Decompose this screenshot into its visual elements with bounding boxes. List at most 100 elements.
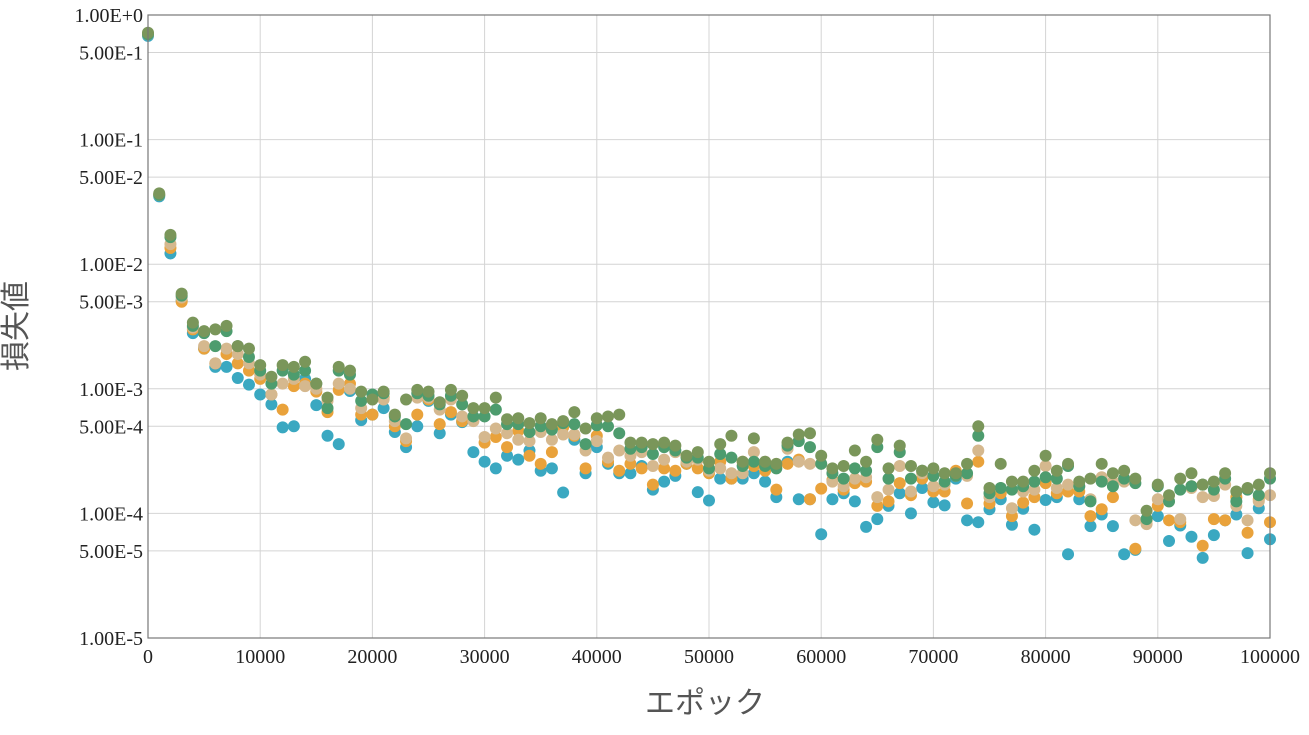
scatter-point <box>343 382 356 395</box>
scatter-point <box>893 477 906 490</box>
y-tick-label: 5.00E-2 <box>79 167 143 189</box>
scatter-point <box>1196 539 1209 552</box>
scatter-point <box>411 408 424 421</box>
scatter-point <box>332 377 345 390</box>
scatter-point <box>826 493 839 506</box>
scatter-point <box>1095 457 1108 470</box>
scatter-point <box>231 372 244 385</box>
scatter-point <box>803 441 816 454</box>
scatter-point <box>792 428 805 441</box>
scatter-point <box>478 431 491 444</box>
scatter-point <box>1163 514 1176 527</box>
scatter-point <box>1039 449 1052 462</box>
scatter-point <box>231 357 244 370</box>
scatter-point <box>938 467 951 480</box>
scatter-point <box>1106 520 1119 533</box>
scatter-point <box>1106 467 1119 480</box>
scatter-point <box>602 420 615 433</box>
scatter-point <box>613 464 626 477</box>
scatter-point <box>1241 514 1254 527</box>
scatter-point <box>1062 457 1075 470</box>
scatter-point <box>568 428 581 441</box>
scatter-point <box>938 499 951 512</box>
scatter-point <box>803 427 816 440</box>
scatter-point <box>1252 489 1265 502</box>
scatter-point <box>848 495 861 508</box>
scatter-point <box>568 406 581 419</box>
scatter-point <box>747 455 760 468</box>
scatter-point <box>781 457 794 470</box>
scatter-point <box>545 462 558 475</box>
x-tick-label: 50000 <box>684 646 734 668</box>
scatter-point <box>1185 467 1198 480</box>
scatter-point <box>1230 495 1243 508</box>
scatter-point <box>287 360 300 373</box>
scatter-point <box>916 481 929 494</box>
scatter-point <box>613 444 626 457</box>
grid-lines <box>147 14 1271 639</box>
scatter-point <box>456 410 469 423</box>
scatter-point <box>1084 495 1097 508</box>
scatter-point <box>590 412 603 425</box>
scatter-point <box>815 482 828 495</box>
scatter-point <box>747 432 760 445</box>
y-tick-label: 1.00E-3 <box>79 379 143 401</box>
scatter-point <box>557 428 570 441</box>
scatter-point <box>927 462 940 475</box>
scatter-point <box>299 364 312 377</box>
scatter-point <box>893 487 906 500</box>
scatter-point <box>456 398 469 411</box>
scatter-point <box>1050 481 1063 494</box>
scatter-point <box>792 493 805 506</box>
scatter-point <box>310 399 323 412</box>
scatter-point <box>265 398 278 411</box>
scatter-point <box>927 480 940 493</box>
x-axis-ticks: 0 10000 20000 30000 40000 50000 60000 70000 8000… <box>143 646 1300 668</box>
scatter-point <box>1151 478 1164 491</box>
y-tick-label: 1.00E+0 <box>75 5 144 27</box>
scatter-point <box>904 507 917 520</box>
scatter-point <box>1196 478 1209 491</box>
scatter-point <box>489 462 502 475</box>
scatter-point <box>366 408 379 421</box>
y-tick-label: 5.00E-5 <box>79 541 143 563</box>
scatter-point <box>355 385 368 398</box>
scatter-point <box>714 438 727 451</box>
scatter-point <box>714 447 727 460</box>
scatter-point <box>871 433 884 446</box>
scatter-point <box>646 478 659 491</box>
scatter-point <box>646 447 659 460</box>
scatter-point <box>860 455 873 468</box>
scatter-point <box>613 427 626 440</box>
series-5 <box>142 26 1276 517</box>
scatter-point <box>848 472 861 485</box>
scatter-point <box>489 403 502 416</box>
scatter-point <box>893 460 906 473</box>
scatter-point <box>523 435 536 448</box>
y-axis-title: 損失値 <box>0 281 34 371</box>
scatter-point <box>714 472 727 485</box>
scatter-point <box>759 475 772 488</box>
scatter-point <box>1028 523 1041 536</box>
scatter-point <box>1185 480 1198 493</box>
scatter-point <box>377 385 390 398</box>
scatter-point <box>792 455 805 468</box>
x-axis-title: エポック <box>645 686 765 721</box>
scatter-point <box>545 446 558 459</box>
scatter-point <box>669 439 682 452</box>
y-tick-label: 5.00E-1 <box>79 43 143 65</box>
scatter-point <box>658 462 671 475</box>
scatter-point <box>1039 494 1052 507</box>
scatter-point <box>1151 493 1164 506</box>
scatter-point <box>501 441 514 454</box>
scatter-point <box>198 325 211 338</box>
scatter-point <box>759 455 772 468</box>
data-points <box>142 26 1276 564</box>
scatter-point <box>411 420 424 433</box>
scatter-point <box>321 402 334 415</box>
scatter-point <box>1095 475 1108 488</box>
scatter-point <box>848 444 861 457</box>
scatter-point <box>972 420 985 433</box>
scatter-point <box>736 455 749 468</box>
scatter-point <box>848 462 861 475</box>
